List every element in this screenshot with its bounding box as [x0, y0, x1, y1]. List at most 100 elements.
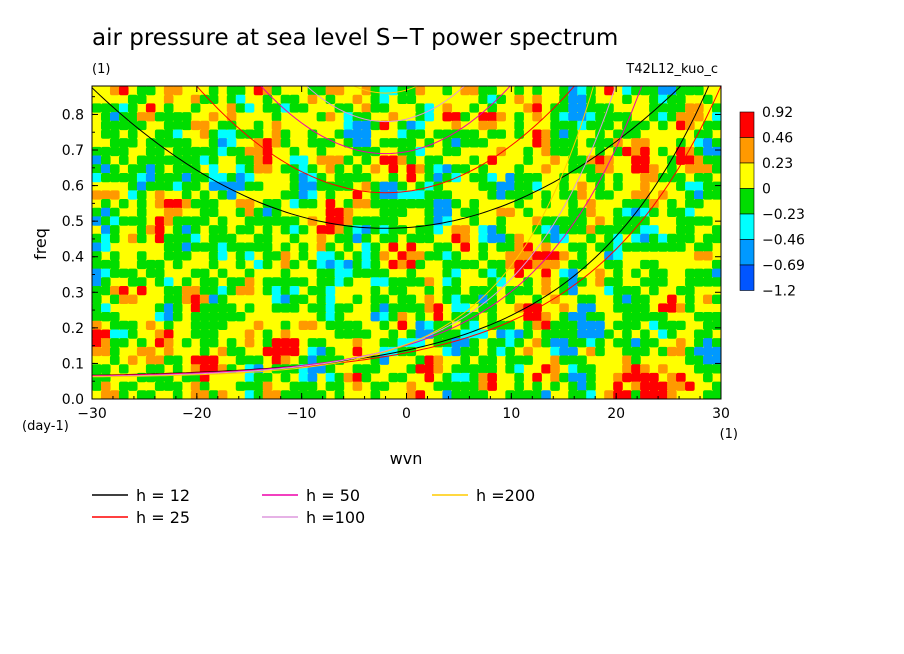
- field-cell: [154, 199, 165, 209]
- field-cell: [676, 181, 686, 191]
- field-cell: [451, 120, 462, 131]
- field-cell: [460, 294, 470, 304]
- field-cell: [289, 103, 300, 113]
- field-cell: [712, 155, 721, 165]
- field-cell: [244, 129, 255, 139]
- field-cell: [370, 225, 381, 235]
- field-cell: [577, 364, 587, 374]
- field-cell: [667, 320, 677, 331]
- field-cell: [676, 207, 686, 218]
- field-cell: [118, 364, 129, 374]
- field-cell: [658, 146, 668, 157]
- field-cell: [703, 94, 713, 104]
- field-cell: [244, 355, 255, 365]
- field-cell: [208, 155, 219, 165]
- field-cell: [190, 216, 201, 226]
- field-cell: [442, 346, 453, 357]
- field-cell: [379, 120, 390, 131]
- field-cell: [316, 251, 327, 261]
- field-cell: [145, 146, 156, 157]
- field-cell: [532, 216, 542, 226]
- field-cell: [667, 329, 677, 339]
- field-cell: [640, 164, 650, 174]
- field-cell: [406, 199, 417, 209]
- field-cell: [703, 190, 713, 200]
- field-cell: [685, 164, 695, 174]
- field-cell: [613, 381, 623, 391]
- field-cell: [100, 172, 111, 183]
- field-cell: [667, 86, 677, 96]
- field-cell: [649, 268, 659, 278]
- field-cell: [280, 285, 291, 296]
- field-cell: [514, 372, 524, 383]
- field-cell: [523, 207, 533, 218]
- field-cell: [505, 285, 515, 296]
- legend-label: h = 25: [136, 508, 190, 527]
- field-cell: [289, 190, 300, 200]
- field-cell: [190, 268, 201, 278]
- field-cell: [604, 86, 614, 96]
- field-cell: [343, 120, 354, 131]
- field-cell: [541, 329, 551, 339]
- field-cell: [550, 129, 560, 139]
- field-cell: [487, 172, 497, 183]
- field-cell: [109, 112, 120, 122]
- field-cell: [136, 164, 147, 174]
- field-cell: [550, 120, 560, 131]
- field-cell: [92, 285, 102, 296]
- field-cell: [352, 294, 363, 304]
- field-cell: [307, 164, 318, 174]
- field-cell: [217, 172, 228, 183]
- field-cell: [289, 285, 300, 296]
- field-cell: [118, 390, 129, 399]
- field-cell: [622, 216, 632, 226]
- field-cell: [181, 190, 192, 200]
- field-cell: [694, 199, 704, 209]
- field-cell: [244, 303, 255, 313]
- field-cell: [667, 381, 677, 391]
- colorbar-label: 0.92: [762, 105, 793, 121]
- field-cell: [181, 233, 192, 244]
- field-cell: [658, 346, 668, 357]
- field-cell: [379, 103, 390, 113]
- field-cell: [226, 346, 237, 357]
- field-cell: [145, 181, 156, 191]
- field-cell: [577, 303, 587, 313]
- field-cell: [631, 190, 641, 200]
- field-cell: [118, 172, 129, 183]
- field-cell: [496, 277, 506, 287]
- field-cell: [694, 164, 704, 174]
- curve-parabola: [305, 86, 466, 123]
- field-cell: [208, 129, 219, 139]
- field-cell: [172, 129, 183, 139]
- field-cell: [487, 285, 497, 296]
- field-cell: [199, 329, 210, 339]
- field-cell: [397, 94, 408, 104]
- field-cell: [109, 312, 120, 322]
- field-cell: [217, 190, 228, 200]
- field-cell: [532, 129, 542, 139]
- field-cell: [92, 338, 102, 348]
- field-cell: [613, 285, 623, 296]
- field-cell: [505, 346, 515, 357]
- field-cell: [136, 277, 147, 287]
- field-cell: [613, 259, 623, 270]
- y-tick-label: 0.8: [62, 107, 84, 123]
- field-cell: [154, 259, 165, 270]
- field-cell: [568, 199, 578, 209]
- field-cell: [271, 199, 282, 209]
- field-cell: [451, 303, 462, 313]
- field-cell: [559, 233, 569, 244]
- field-cell: [631, 312, 641, 322]
- field-cell: [244, 181, 255, 191]
- field-cell: [406, 294, 417, 304]
- field-cell: [289, 181, 300, 191]
- field-cell: [253, 372, 264, 383]
- field-cell: [271, 103, 282, 113]
- field-cell: [208, 303, 219, 313]
- field-cell: [649, 233, 659, 244]
- field-cell: [442, 242, 453, 252]
- field-cell: [172, 381, 183, 391]
- field-cell: [163, 86, 174, 96]
- field-cell: [667, 94, 677, 104]
